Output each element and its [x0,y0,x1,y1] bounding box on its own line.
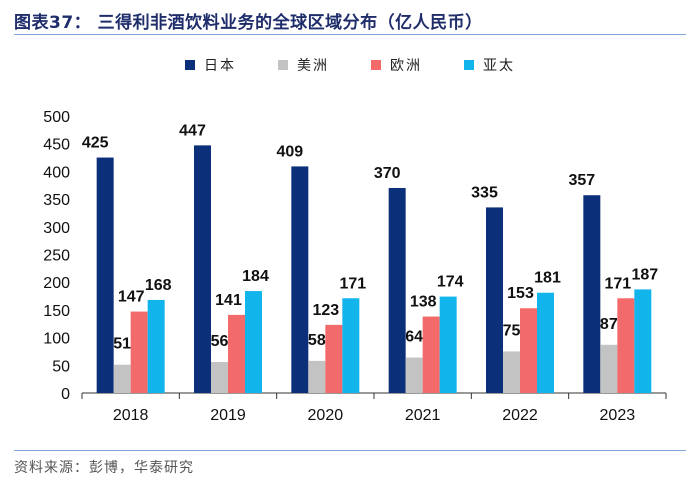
y-tick-label: 400 [43,164,70,181]
y-tick-label: 0 [61,386,70,403]
y-tick-label: 350 [43,192,70,209]
bar-美洲-2019 [211,361,228,393]
y-tick-label: 300 [43,220,70,237]
bar-日本-2023 [583,195,601,393]
y-tick-label: 500 [43,109,70,126]
bar-欧洲-2020 [325,324,343,393]
data-label: 184 [242,268,269,285]
x-tick-label: 2021 [405,407,441,424]
data-label: 141 [215,292,242,309]
x-tick-label: 2022 [502,407,538,424]
bar-欧洲-2019 [228,314,245,393]
bar-欧洲-2023 [617,298,635,393]
legend-swatch-日本 [185,60,195,70]
bar-亚太-2022 [537,292,554,393]
legend-label-欧洲: 欧洲 [390,58,422,74]
data-label: 168 [145,277,172,294]
bar-欧洲-2022 [520,308,537,393]
data-label: 171 [339,275,366,292]
data-label: 335 [471,184,498,201]
legend-swatch-亚太 [464,60,474,70]
y-tick-label: 100 [43,331,70,348]
chart-title: 图表37： 三得利非酒饮料业务的全球区域分布（亿人民币） [14,13,483,33]
x-tick-label: 2019 [210,407,246,424]
data-label: 181 [534,270,561,287]
bar-日本-2022 [486,207,503,393]
source-note: 资料来源：彭博，华泰研究 [14,460,194,476]
bar-亚太-2019 [245,291,262,393]
data-label: 370 [374,165,401,182]
x-tick-label: 2018 [113,407,149,424]
bar-日本-2018 [96,157,114,393]
bar-亚太-2021 [439,296,457,393]
legend-label-亚太: 亚太 [483,58,515,74]
data-label: 174 [437,274,464,291]
data-label: 75 [503,322,521,339]
data-label: 56 [211,333,229,350]
data-label: 425 [82,135,109,152]
data-label: 357 [568,172,595,189]
data-label: 138 [410,294,437,311]
data-label: 123 [312,302,339,319]
bar-欧洲-2021 [422,316,440,393]
legend-swatch-欧洲 [371,60,381,70]
y-tick-label: 200 [43,275,70,292]
legend-swatch-美洲 [278,60,288,70]
footer-divider [14,450,686,451]
bar-美洲-2020 [308,360,326,393]
x-tick-label: 2020 [308,407,344,424]
bar-美洲-2023 [600,344,618,393]
title-divider [14,34,686,35]
bar-欧洲-2018 [130,311,148,393]
bar-美洲-2021 [405,357,423,393]
data-label: 153 [507,285,534,302]
data-label: 171 [604,275,631,292]
data-label: 447 [179,122,206,139]
data-label: 187 [631,266,658,283]
bar-亚太-2023 [634,289,652,393]
legend-label-日本: 日本 [204,58,236,74]
y-tick-label: 150 [43,303,70,320]
data-label: 147 [118,289,145,306]
bar-日本-2019 [194,145,211,393]
bar-日本-2020 [291,166,309,393]
data-label: 64 [405,329,423,346]
bar-日本-2021 [388,188,406,393]
data-label: 87 [600,316,618,333]
bar-chart: 0 50 100 150 200 250 300 350 400 450 500 2018 2019 20… [43,58,667,424]
legend-label-美洲: 美洲 [297,58,329,74]
data-label: 58 [308,332,326,349]
data-label: 51 [113,336,131,353]
y-tick-label: 50 [52,358,70,375]
y-tick-label: 250 [43,248,70,265]
bar-亚太-2018 [147,299,165,393]
x-tick-label: 2023 [600,407,636,424]
bar-美洲-2018 [113,364,131,393]
data-label: 409 [276,143,303,160]
y-tick-label: 450 [43,137,70,154]
bar-美洲-2022 [503,351,520,393]
bar-亚太-2020 [342,298,360,393]
